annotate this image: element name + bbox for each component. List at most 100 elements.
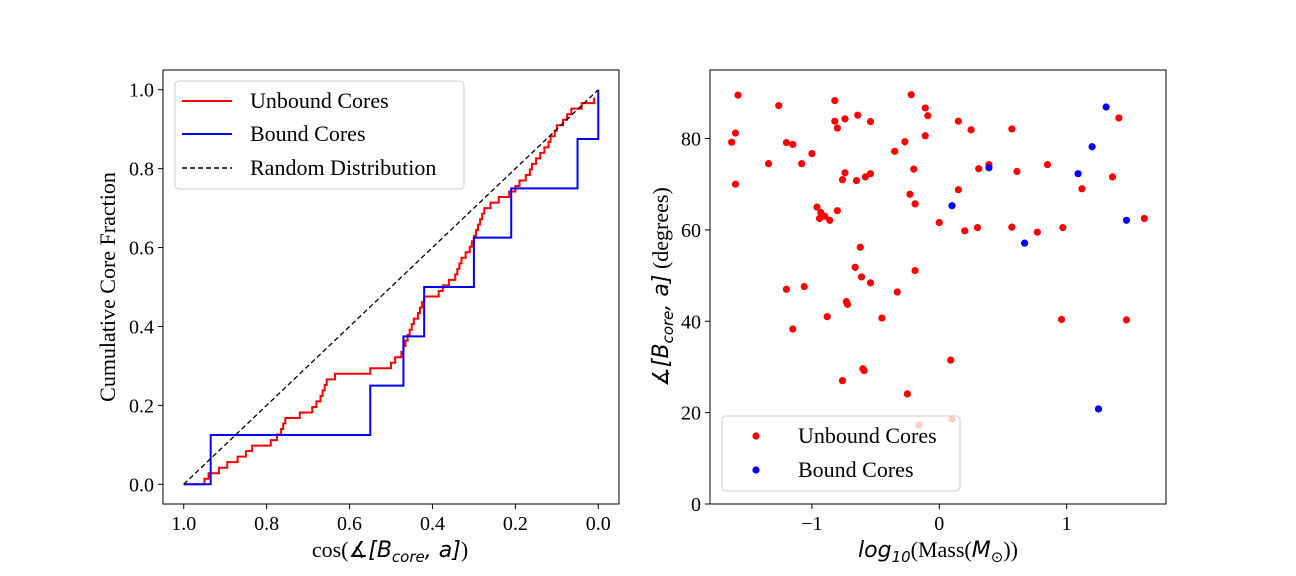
scatter-y-axis-label: ∡[Bcore, a] (degrees)	[648, 187, 677, 387]
scatter-point-unbound-cores	[826, 216, 834, 224]
scatter-point-unbound-cores	[1115, 114, 1123, 122]
scatter-point-unbound-cores	[833, 207, 841, 215]
legend-label-unbound: Unbound Cores	[250, 88, 389, 113]
scatter-point-unbound-cores	[903, 390, 912, 398]
scatter-point-unbound-cores	[911, 200, 919, 208]
cdf-y-tick-label: 0.8	[129, 159, 154, 181]
cdf-x-tick-label: 0.2	[503, 513, 528, 535]
scatter-point-unbound-cores	[731, 180, 740, 188]
legend-label-random: Random Distribution	[250, 155, 436, 180]
cdf-y-tick-label: 0.0	[129, 474, 154, 496]
scatter-point-unbound-cores	[813, 203, 821, 211]
scatter-point-unbound-cores	[1059, 224, 1067, 232]
legend-label-bound: Bound Cores	[798, 457, 914, 482]
scatter-point-unbound-cores	[789, 140, 797, 149]
cdf-x-tick-label: 0.4	[420, 513, 445, 535]
scatter-point-unbound-cores	[861, 173, 869, 181]
scatter-point-unbound-cores	[856, 243, 864, 251]
scatter-point-unbound-cores	[841, 115, 849, 123]
scatter-point-unbound-cores	[831, 97, 839, 105]
legend-label-bound: Bound Cores	[250, 121, 366, 146]
scatter-point-unbound-cores	[866, 118, 875, 126]
scatter-point-unbound-cores	[891, 147, 899, 155]
scatter-point-bound-cores	[948, 202, 956, 210]
scatter-point-unbound-cores	[866, 279, 875, 287]
scatter-point-unbound-cores	[800, 282, 808, 291]
scatter-point-bound-cores	[985, 164, 993, 172]
scatter-point-unbound-cores	[782, 139, 791, 147]
scatter-point-unbound-cores	[831, 117, 839, 125]
scatter-point-unbound-cores	[838, 377, 847, 385]
scatter-point-unbound-cores	[954, 117, 962, 125]
scatter-point-unbound-cores	[728, 138, 736, 146]
scatter-point-unbound-cores	[833, 124, 841, 132]
scatter-x-axis-label: log10(Mass(M⊙))	[858, 537, 1018, 566]
scatter-point-unbound-cores	[1008, 223, 1016, 231]
scatter-plot-frame	[709, 69, 1167, 505]
cdf-y-tick-label: 0.2	[129, 395, 154, 417]
cdf-y-tick-label: 1.0	[129, 80, 154, 102]
legend-frame	[721, 415, 961, 492]
cdf-x-tick-label: 1.0	[171, 513, 196, 535]
scatter-point-unbound-cores	[893, 288, 901, 296]
scatter-legend: Unbound Cores Bound Cores	[721, 415, 961, 492]
scatter-point-unbound-cores	[808, 150, 816, 158]
scatter-point-unbound-cores	[1008, 125, 1016, 133]
scatter-point-bound-cores	[1074, 170, 1082, 178]
cdf-legend: Unbound Cores Bound Cores Random Distrib…	[174, 80, 465, 190]
series-line-bound-cores	[183, 89, 600, 486]
series-line-random-distribution	[183, 89, 599, 485]
scatter-point-unbound-cores	[764, 160, 773, 168]
scatter-x-tick-label: 1	[1062, 513, 1072, 535]
scatter-point-bound-cores	[1094, 405, 1103, 413]
scatter-y-tick-label: 80	[681, 129, 701, 151]
scatter-x-tick-label: 0	[934, 513, 944, 535]
scatter-point-bound-cores	[1088, 143, 1096, 151]
scatter-point-unbound-cores	[906, 190, 914, 198]
cdf-y-tick-label: 0.4	[129, 316, 154, 338]
cdf-plot-frame	[162, 69, 620, 505]
scatter-point-unbound-cores	[954, 186, 962, 194]
legend-marker-unbound	[752, 432, 760, 440]
scatter-point-unbound-cores	[924, 112, 932, 120]
scatter-point-bound-cores	[1021, 239, 1029, 247]
scatter-point-unbound-cores	[961, 227, 969, 235]
scatter-point-unbound-cores	[823, 313, 831, 321]
scatter-point-bound-cores	[1122, 216, 1131, 224]
scatter-y-tick-label: 40	[681, 311, 701, 333]
cdf-chart: 1.0 0.8 0.6 0.4 0.2 0.0 0.0 0.2 0.4 0.6 0.8 1.0	[129, 69, 620, 535]
scatter-point-unbound-cores	[921, 104, 929, 112]
scatter-x-tick-label: −1	[801, 513, 822, 535]
cdf-y-tick-label: 0.6	[129, 238, 154, 260]
cdf-x-tick-label: 0.8	[254, 513, 279, 535]
scatter-point-unbound-cores	[841, 169, 849, 177]
scatter-point-unbound-cores	[1033, 228, 1041, 236]
scatter-point-unbound-cores	[821, 212, 829, 220]
scatter-point-unbound-cores	[907, 91, 915, 99]
scatter-point-unbound-cores	[1043, 160, 1052, 169]
scatter-point-unbound-cores	[857, 273, 866, 281]
scatter-point-unbound-cores	[910, 165, 918, 173]
scatter-point-bound-cores	[1102, 103, 1110, 111]
cdf-x-tick-label: 0.6	[337, 513, 362, 535]
scatter-point-unbound-cores	[878, 314, 886, 322]
scatter-point-unbound-cores	[973, 224, 982, 232]
scatter-point-unbound-cores	[1108, 173, 1117, 181]
scatter-point-unbound-cores	[1078, 185, 1086, 193]
scatter-y-tick-label: 20	[681, 403, 701, 425]
scatter-point-unbound-cores	[860, 367, 868, 375]
scatter-point-unbound-cores	[911, 266, 919, 275]
scatter-y-tick-label: 0	[691, 494, 701, 516]
scatter-point-unbound-cores	[789, 325, 797, 333]
scatter-point-unbound-cores	[838, 176, 847, 184]
scatter-point-unbound-cores	[854, 111, 862, 119]
legend-marker-bound	[752, 466, 760, 474]
scatter-point-unbound-cores	[782, 285, 791, 293]
scatter-point-unbound-cores	[975, 165, 983, 173]
scatter-point-unbound-cores	[967, 126, 975, 134]
cdf-y-axis-label: Cumulative Core Fraction	[95, 172, 120, 402]
scatter-point-unbound-cores	[852, 176, 861, 185]
scatter-point-unbound-cores	[1013, 167, 1021, 176]
legend-label-unbound: Unbound Cores	[798, 423, 937, 448]
